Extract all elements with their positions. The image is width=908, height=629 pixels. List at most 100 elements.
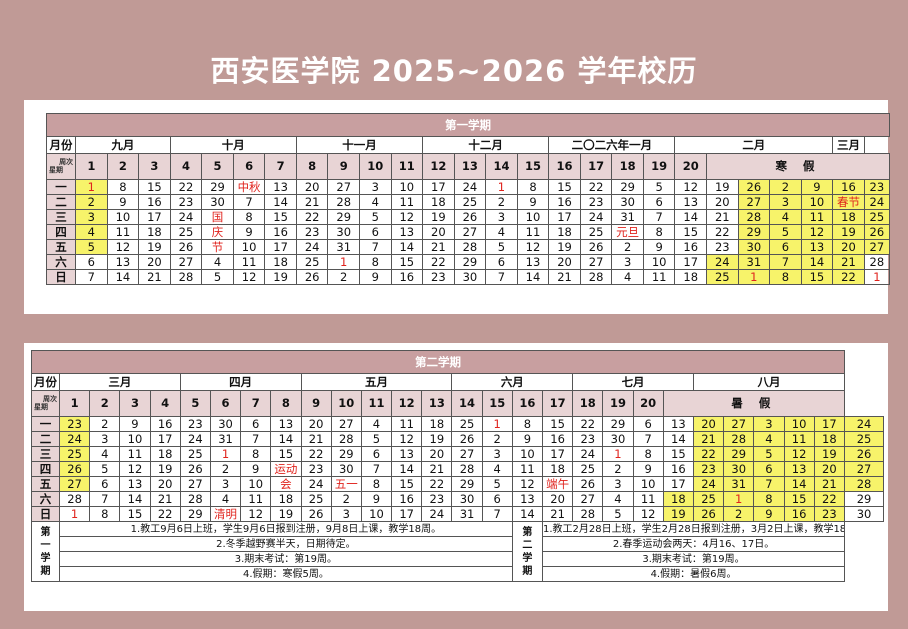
date-cell: 4 [75, 224, 108, 240]
date-cell: 运动 [270, 461, 302, 477]
date-cell: 6 [769, 239, 802, 255]
date-cell: 8 [240, 446, 272, 462]
month-header: 三月 [59, 373, 181, 391]
date-cell: 25 [572, 461, 604, 477]
date-cell: 23 [579, 194, 613, 210]
date-cell: 16 [674, 239, 707, 255]
date-cell: 18 [548, 224, 581, 240]
weekday-row: 二 2 9 16 23 30 7 14 21 28 4 11 18 25 2 9 16 23 30 6 13 20 27 3 1… [45, 194, 891, 210]
date-cell: 19 [138, 239, 171, 255]
date-cell: 22 [422, 254, 455, 270]
date-cell: 17 [422, 179, 455, 195]
date-cell: 20 [813, 461, 846, 477]
note-line: 2.春季运动会两天：4月16、17日。 [541, 536, 846, 552]
date-cell: 4 [611, 269, 644, 285]
weekday-row: 日 1 8 15 22 29 清明 12 19 26 3 10 17 24 31 7 14 21 28 5 12 19 26… [31, 506, 884, 522]
date-cell: 13 [391, 446, 423, 462]
date-cell: 14 [783, 476, 815, 492]
weekday-label: 三 [31, 446, 60, 462]
date-cell: 11 [511, 461, 544, 477]
date-cell: 15 [541, 416, 574, 432]
date-cell: 6 [753, 461, 785, 477]
date-cell: 10 [783, 416, 815, 432]
date-cell: 17 [813, 416, 846, 432]
date-cell: 25 [844, 431, 884, 447]
date-cell: 22 [295, 209, 329, 225]
date-cell: 28 [169, 269, 203, 285]
date-cell: 14 [390, 239, 424, 255]
date-cell: 15 [138, 179, 171, 195]
date-cell: 春节 [832, 194, 865, 210]
date-cell: 26 [453, 209, 487, 225]
date-cell: 8 [632, 446, 664, 462]
date-cell: 21 [300, 431, 332, 447]
date-cell: 17 [391, 506, 423, 522]
weekday-label: 三 [45, 209, 77, 225]
date-cell: 8 [89, 506, 121, 522]
weekday-row: 二 24 3 10 17 24 31 7 14 21 28 5 12 19 26 2 9 16 23 30 7 14 21 2… [31, 431, 884, 447]
month-header: 十二月 [422, 136, 550, 154]
date-cell: 10 [516, 209, 550, 225]
date-cell: 23 [813, 506, 846, 522]
date-cell: 11 [516, 224, 550, 240]
date-cell: 23 [179, 416, 211, 432]
date-cell: 20 [138, 254, 171, 270]
date-cell: 26 [295, 269, 329, 285]
corner-week-label: 周次 [43, 395, 57, 403]
date-cell: 19 [832, 224, 865, 240]
date-cell: 1 [327, 254, 360, 270]
date-cell: 22 [421, 476, 453, 492]
date-cell: 7 [632, 431, 664, 447]
date-cell: 19 [149, 461, 181, 477]
date-cell: 30 [209, 416, 242, 432]
date-cell: 27 [327, 179, 360, 195]
date-cell: 6 [89, 476, 121, 492]
date-cell: 11 [119, 446, 151, 462]
date-cell: 28 [863, 254, 891, 270]
weekday-label: 四 [31, 461, 60, 477]
date-cell: 25 [453, 194, 487, 210]
date-cell: 29 [330, 446, 362, 462]
date-cell: 18 [422, 194, 455, 210]
month-header: 六月 [451, 373, 574, 391]
weekday-row: 六 28 7 14 21 28 4 11 18 25 2 9 16 23 30 6 13 20 27 4 11 18 25 1… [31, 491, 884, 507]
date-cell: 17 [149, 431, 181, 447]
date-cell: 23 [300, 461, 332, 477]
date-cell: 24 [579, 209, 613, 225]
date-cell: 16 [138, 194, 171, 210]
date-cell: 6 [485, 254, 518, 270]
date-cell: 7 [481, 506, 513, 522]
date-cell: 8 [106, 179, 140, 195]
date-cell: 7 [642, 209, 676, 225]
date-cell: 23 [706, 239, 739, 255]
date-cell: 7 [769, 254, 802, 270]
date-cell: 28 [723, 431, 755, 447]
month-header: 五月 [300, 373, 453, 391]
weekday-label: 四 [45, 224, 77, 240]
date-cell: 29 [453, 254, 487, 270]
date-cell: 19 [270, 506, 302, 522]
date-cell: 26 [863, 224, 891, 240]
weekday-row: 三 3 10 17 24 国 8 15 22 29 5 12 19 26 3 10 17 24 31 7 14 21 28 4… [45, 209, 891, 225]
corner-weekday-label: 星期 [34, 403, 48, 411]
note-line: 4.假期：寒假5周。 [59, 566, 513, 582]
month-header: 八月 [692, 373, 846, 391]
date-cell: 20 [295, 179, 329, 195]
week-number: 17 [541, 390, 574, 417]
date-cell: 5 [602, 506, 634, 522]
month-row-label: 月份 [31, 373, 60, 391]
note-line: 3.期末考试：第19周。 [541, 551, 846, 567]
date-cell: 27 [572, 491, 604, 507]
date-cell: 14 [511, 506, 544, 522]
date-cell: 19 [264, 269, 297, 285]
date-cell: 26 [737, 179, 771, 195]
date-cell: 16 [541, 431, 574, 447]
date-cell: 25 [295, 254, 329, 270]
date-cell: 26 [692, 506, 725, 522]
date-cell: 18 [674, 269, 707, 285]
date-cell: 21 [541, 506, 574, 522]
date-cell: 4 [209, 491, 242, 507]
date-cell: 24 [179, 431, 211, 447]
date-cell: 28 [327, 194, 360, 210]
date-cell: 29 [611, 179, 644, 195]
